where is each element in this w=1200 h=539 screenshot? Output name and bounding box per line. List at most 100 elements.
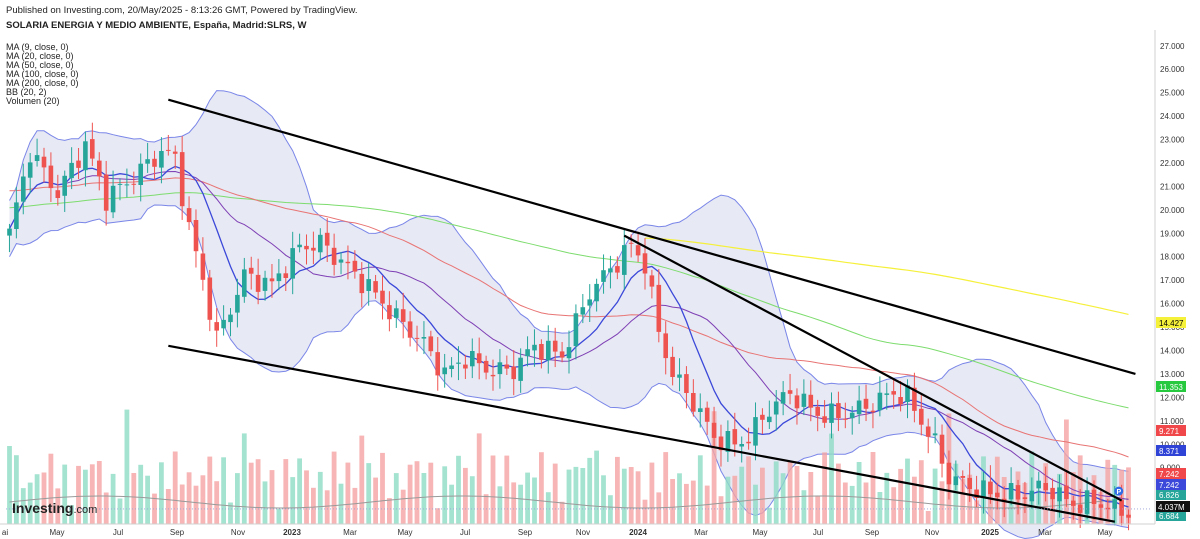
price-label-text: 6.826 xyxy=(1159,491,1180,500)
candle-body xyxy=(1084,490,1090,514)
volume-bar xyxy=(677,473,682,524)
volume-bar xyxy=(352,487,358,524)
volume-bar xyxy=(186,472,192,524)
y-tick-label: 27.000 xyxy=(1160,42,1185,51)
indicator-ma200[interactable]: MA (200, close, 0) xyxy=(6,78,79,88)
candle-body xyxy=(387,305,392,320)
price-label-text: 7.242 xyxy=(1159,470,1180,479)
volume-ma-line xyxy=(9,495,1129,509)
candle-body xyxy=(221,319,226,329)
volume-bar xyxy=(449,484,454,524)
volume-bar xyxy=(400,489,406,524)
indicator-volume[interactable]: Volumen (20) xyxy=(6,96,60,106)
volume-bar xyxy=(193,485,199,524)
investing-logo: Investing.com xyxy=(12,500,97,516)
volume-bar xyxy=(110,473,116,524)
candle-body xyxy=(476,353,482,364)
volume-bar xyxy=(7,446,12,524)
volume-bar xyxy=(649,462,655,524)
volume-bar xyxy=(939,481,945,524)
price-label-ma-20: 8.371 xyxy=(1156,445,1186,456)
volume-bar xyxy=(552,463,558,524)
volume-bar xyxy=(55,488,61,524)
x-tick-label: Mar xyxy=(1038,528,1052,537)
volume-bar xyxy=(241,433,247,524)
volume-bar xyxy=(884,472,890,524)
indicator-ma9[interactable]: MA (9, close, 0) xyxy=(6,42,69,52)
volume-bar xyxy=(815,496,821,524)
x-tick-label: Mar xyxy=(694,528,708,537)
volume-bar xyxy=(670,479,675,524)
x-tick-label: Nov xyxy=(231,528,245,537)
candle-body xyxy=(698,408,703,412)
indicator-ma100[interactable]: MA (100, close, 0) xyxy=(6,69,79,79)
volume-bar xyxy=(366,463,372,524)
volume-bar xyxy=(262,481,268,524)
y-tick-label: 19.000 xyxy=(1160,229,1185,238)
volume-bar xyxy=(421,473,427,524)
candle-body xyxy=(559,351,565,358)
candle-body xyxy=(400,309,406,322)
candle-body xyxy=(670,356,675,377)
candle-body xyxy=(1064,485,1069,500)
price-label-text: 9.271 xyxy=(1159,427,1180,436)
volume-bar xyxy=(145,475,150,524)
price-label-box xyxy=(1156,317,1186,328)
candle-body xyxy=(338,259,344,263)
candle-body xyxy=(428,336,434,352)
volume-bar xyxy=(269,470,275,524)
volume-bar xyxy=(697,455,703,524)
x-tick-label: Sep xyxy=(865,528,880,537)
candle-body xyxy=(1029,490,1035,502)
candle-body xyxy=(628,242,634,244)
volume-bar xyxy=(642,499,648,524)
indicator-ma20[interactable]: MA (20, close, 0) xyxy=(6,51,74,61)
volume-bar xyxy=(877,492,883,524)
volume-bar xyxy=(248,462,254,524)
volume-bar xyxy=(932,468,938,524)
volume-bar xyxy=(235,473,240,524)
indicator-bb[interactable]: BB (20, 2) xyxy=(6,87,47,97)
x-tick-label: Jul xyxy=(460,528,470,537)
candle-body xyxy=(504,364,510,369)
volume-bar xyxy=(83,469,88,524)
volume-bar xyxy=(283,459,289,524)
candle-body xyxy=(691,393,696,412)
candle-body xyxy=(836,403,841,419)
candle-body xyxy=(587,299,592,306)
candle-body xyxy=(1022,497,1028,499)
candle-body xyxy=(117,183,123,185)
volume-bar xyxy=(891,487,897,524)
candle-body xyxy=(642,253,648,274)
volume-bar xyxy=(138,464,144,524)
candle-body xyxy=(739,444,744,447)
candle-body xyxy=(622,245,627,275)
volume-bar xyxy=(387,498,392,524)
volume-bar xyxy=(518,484,523,524)
candle-body xyxy=(69,162,74,179)
candle-body xyxy=(981,480,986,498)
candle-body xyxy=(960,476,966,478)
y-tick-label: 20.000 xyxy=(1160,206,1185,215)
volume-bar xyxy=(228,502,233,524)
volume-bar xyxy=(732,475,738,524)
candle-body xyxy=(939,434,945,464)
candle-body xyxy=(62,175,67,196)
volume-bar xyxy=(684,483,689,524)
candle-body xyxy=(718,436,724,451)
price-label-text: 6.684 xyxy=(1159,512,1180,521)
candle-body xyxy=(248,267,254,274)
volume-bar xyxy=(442,466,448,524)
candle-body xyxy=(615,266,620,273)
y-tick-label: 13.000 xyxy=(1160,370,1185,379)
candle-body xyxy=(1119,500,1124,516)
indicator-ma50[interactable]: MA (50, close, 0) xyxy=(6,60,74,70)
volume-bar xyxy=(276,508,282,524)
price-label-box xyxy=(1156,479,1186,490)
x-tick-label: May xyxy=(752,528,767,537)
candle-body xyxy=(552,340,558,352)
x-tick-label: Nov xyxy=(925,528,939,537)
volume-bar xyxy=(925,511,931,524)
candle-body xyxy=(179,152,185,207)
volume-bar xyxy=(304,470,309,524)
